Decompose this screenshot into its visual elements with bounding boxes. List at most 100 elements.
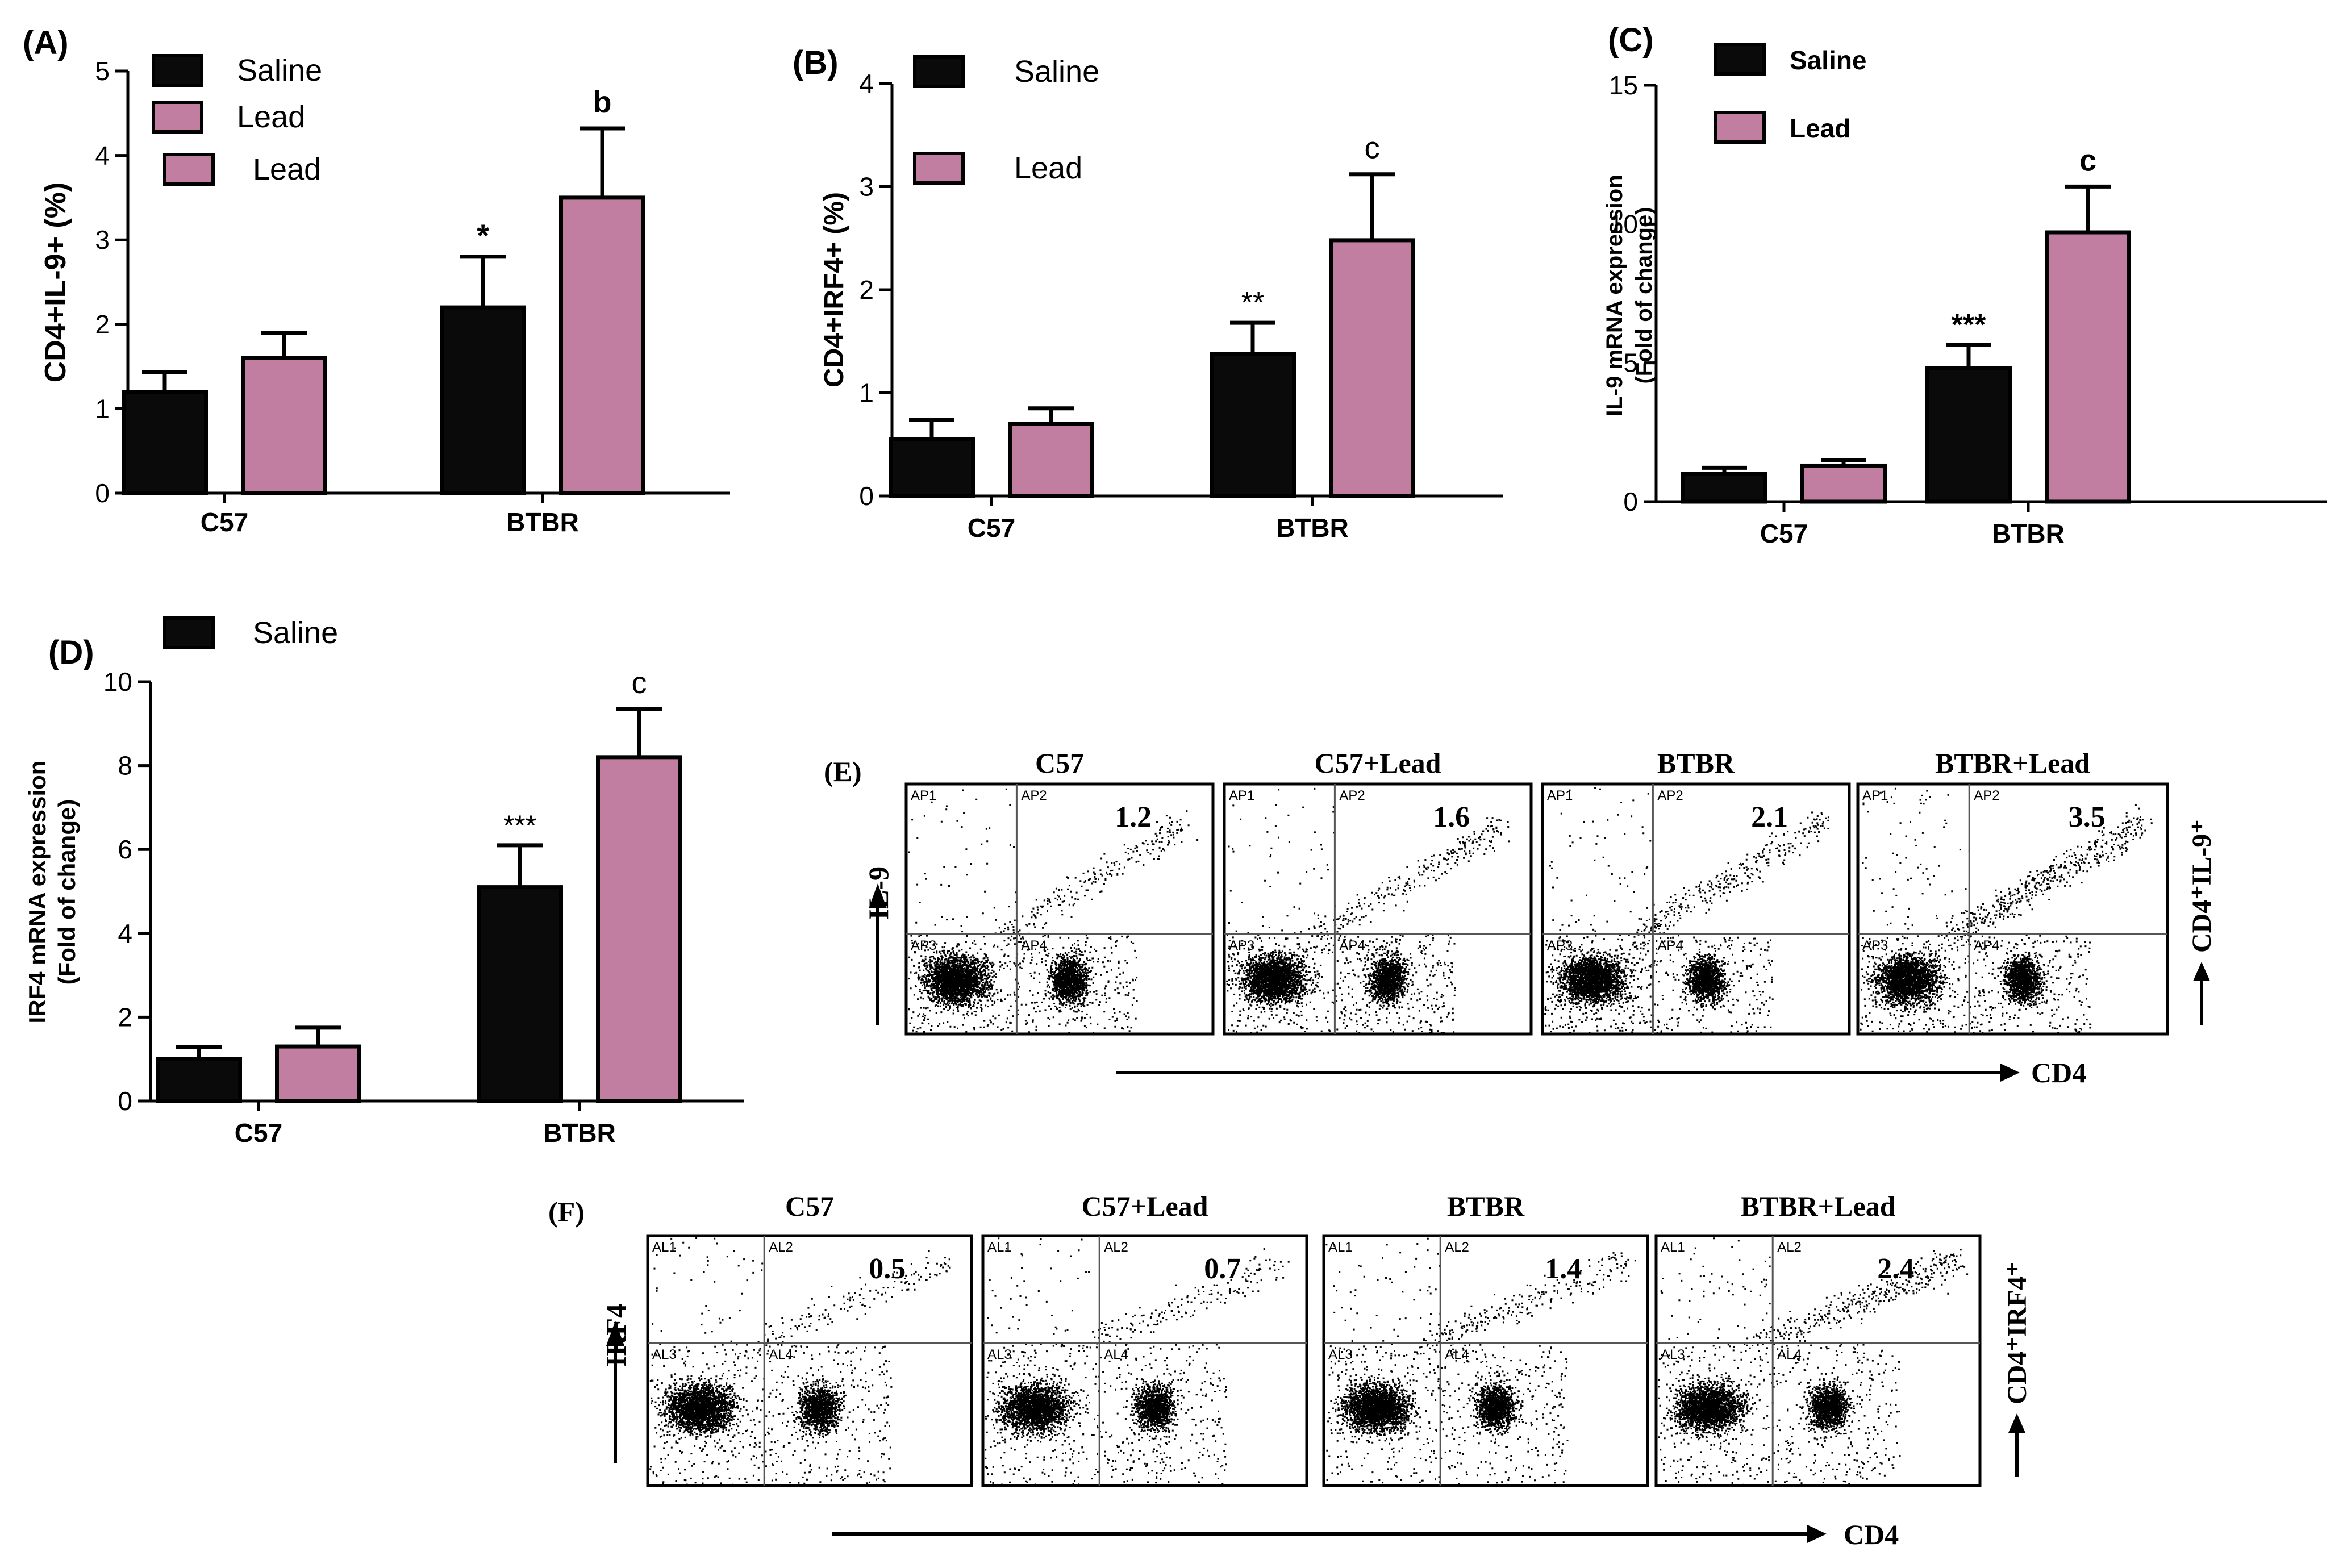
panel-label: (E) (824, 756, 862, 787)
quadrant-percentage: 3.5 (2069, 801, 2106, 833)
gate-label: AL3 (1661, 1347, 1685, 1362)
bar-saline-c57 (156, 1057, 242, 1103)
x-tick-label: BTBR (1276, 513, 1349, 543)
y-tick-label: 5 (1623, 348, 1638, 378)
legend: Saline Lead (913, 55, 1099, 185)
legend-label-lead: Lead (1790, 114, 1850, 143)
y-tick-label: 3 (859, 172, 874, 202)
flow-plot-events (908, 788, 1199, 1034)
flow-plot-title: C57 (785, 1190, 834, 1222)
y-arrow-head (869, 883, 887, 908)
significance-mark: *** (503, 810, 536, 841)
y-tick-label: 6 (118, 835, 132, 864)
y-marker-label: IRF4 (600, 1304, 632, 1367)
gate-label: AP2 (1339, 788, 1365, 803)
quadrant-percentage: 0.7 (1204, 1253, 1241, 1285)
quadrant-percentage: 2.1 (1751, 801, 1788, 833)
flow-plot-events (1544, 787, 1829, 1034)
bar-lead-btbr (1329, 238, 1415, 498)
gate-label: AL4 (769, 1347, 793, 1362)
y-tick-label: 2 (118, 1002, 132, 1032)
gate-label: AP3 (1862, 938, 1888, 953)
x-tick-label: BTBR (543, 1118, 616, 1148)
bar-saline-btbr (440, 305, 526, 495)
x-tick-label: C57 (235, 1118, 282, 1148)
legend-label-lead: Lead (237, 100, 305, 134)
flow-plot-events (985, 1237, 1290, 1486)
significance-mark: c (632, 666, 647, 700)
legend-swatch-lead (913, 152, 965, 185)
x-marker-label: CD4 (2031, 1057, 2086, 1089)
legend-swatch-saline (913, 55, 965, 88)
y-tick-label: 4 (859, 69, 874, 98)
gate-label: AL4 (1777, 1347, 1802, 1362)
y-axis-label: CD4+IL-9+ (%) (39, 182, 72, 383)
flow-plot: C57 AL1 AL2 AL3 AL4 0.5 (646, 1190, 973, 1487)
flow-plot-events (1658, 1237, 1969, 1486)
flow-plot: BTBR AL1 AL2 AL3 AL4 1.4 (1322, 1190, 1649, 1487)
panel-label: (B) (793, 44, 839, 81)
side-arrow-head (2193, 962, 2210, 981)
gate-label: AL1 (1328, 1240, 1353, 1255)
bar-lead-btbr (559, 195, 645, 495)
bar-lead-c57 (241, 356, 327, 495)
gate-label: AL3 (987, 1347, 1012, 1362)
y-tick-label: 0 (95, 478, 110, 508)
gate-label: AL2 (769, 1240, 793, 1255)
legend-label-saline: Saline (253, 616, 338, 650)
legend-swatch-lead (163, 153, 215, 186)
gate-label: AP3 (1229, 938, 1254, 953)
flow-plot: BTBR AP1 AP2 AP3 AP4 2.1 (1541, 747, 1851, 1036)
y-tick-label: 0 (118, 1086, 132, 1116)
gate-label: AP1 (911, 788, 936, 803)
flow-plot-events (1860, 787, 2153, 1034)
bar-lead-btbr (2045, 230, 2131, 504)
bar-lead-c57 (1008, 422, 1094, 498)
flow-plot-frame (981, 1234, 1308, 1487)
panel-label: (D) (48, 634, 94, 671)
flow-plot-title: C57 (1035, 747, 1084, 779)
bar-saline-c57 (1681, 472, 1767, 504)
flow-plot-title: C57+Lead (1315, 747, 1441, 779)
y-tick-label: 5 (95, 56, 110, 86)
x-tick-label: BTBR (506, 507, 579, 537)
bar-saline-c57 (889, 437, 975, 498)
quadrant-percentage: 1.6 (1433, 801, 1470, 833)
x-tick-label: BTBR (1992, 519, 2065, 548)
gate-label: AP1 (1862, 788, 1888, 803)
legend-label-lead: Lead (253, 152, 321, 186)
flow-plot-title: BTBR+Lead (1935, 747, 2090, 779)
y-tick-label: 2 (95, 310, 110, 339)
flow-plot-title: BTBR+Lead (1741, 1190, 1896, 1222)
y-tick-label: 8 (118, 751, 132, 781)
y-axis-label-line: (Fold of change) (1632, 207, 1657, 383)
legend-label-saline: Saline (237, 53, 322, 87)
quadrant-percentage: 0.5 (869, 1253, 906, 1285)
y-tick-label: 1 (859, 378, 874, 408)
legend-label-saline: Saline (1790, 45, 1867, 75)
gate-label: AP2 (1021, 788, 1047, 803)
flow-plot: C57+Lead AL1 AL2 AL3 AL4 0.7 (981, 1190, 1308, 1487)
legend-swatch-lead (1714, 111, 1766, 144)
flow-plot-frame (646, 1234, 973, 1487)
gate-label: AL2 (1777, 1240, 1802, 1255)
significance-mark: c (2079, 143, 2096, 177)
flow-plot-events (1325, 1237, 1636, 1486)
y-axis-label-line: IL-9 mRNA expression (1602, 174, 1627, 416)
bar-lead-c57 (1800, 463, 1887, 504)
legend: Saline Lead (163, 152, 338, 650)
gate-label: AP4 (1021, 938, 1047, 953)
flow-plot-title: BTBR (1657, 747, 1735, 779)
gate-label: AL4 (1445, 1347, 1469, 1362)
gate-label: AP3 (911, 938, 936, 953)
gate-label: AL1 (652, 1240, 677, 1255)
chart-panel-a: (A) 0 1 2 3 4 5 CD4+IL-9+ (%) C57 BTBR * b Saline Lea… (23, 24, 730, 537)
bar-lead-c57 (275, 1044, 361, 1103)
y-tick-label: 10 (1609, 209, 1638, 239)
gate-label: AL1 (1661, 1240, 1685, 1255)
y-axis-label: CD4+IRF4+ (%) (819, 192, 849, 387)
y-tick-label: 0 (859, 481, 874, 511)
x-arrow-head (2000, 1064, 2020, 1082)
flow-plot-frame (1322, 1234, 1649, 1487)
